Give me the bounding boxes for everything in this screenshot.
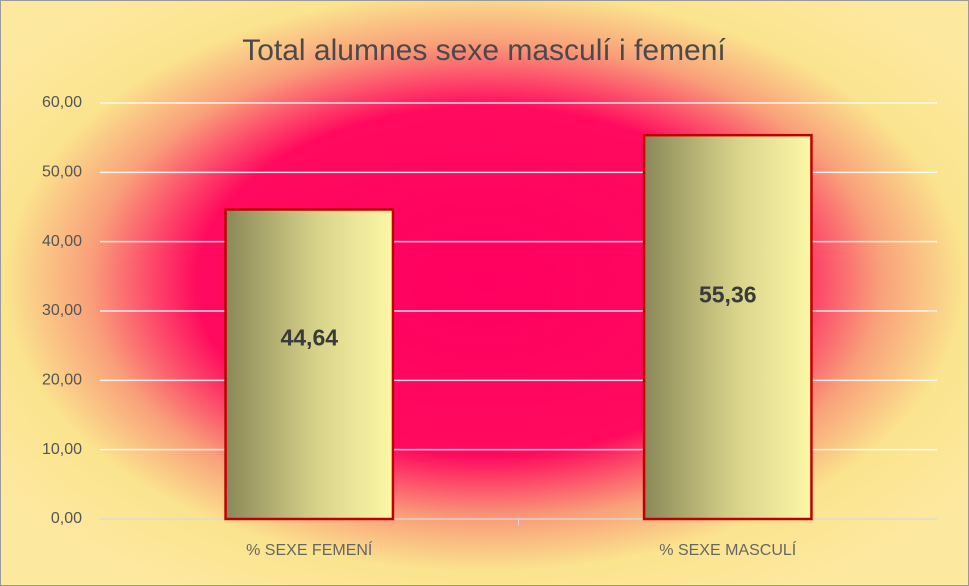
x-tick-label: % SEXE FEMENÍ: [246, 540, 373, 559]
y-tick-label: 20,00: [42, 372, 82, 389]
chart-title: Total alumnes sexe masculí i femení: [242, 34, 726, 67]
y-tick-label: 60,00: [42, 94, 82, 111]
data-label: 44,64: [280, 325, 338, 351]
bar: [642, 133, 813, 521]
y-tick-label: 10,00: [42, 441, 82, 458]
y-tick-label: 0,00: [51, 510, 82, 527]
y-tick-label: 40,00: [42, 233, 82, 250]
y-tick-label: 50,00: [42, 164, 82, 181]
x-tick-label: % SEXE MASCULÍ: [659, 540, 796, 559]
data-label: 55,36: [699, 281, 757, 307]
y-tick-label: 30,00: [42, 302, 82, 319]
bar: [224, 208, 395, 521]
